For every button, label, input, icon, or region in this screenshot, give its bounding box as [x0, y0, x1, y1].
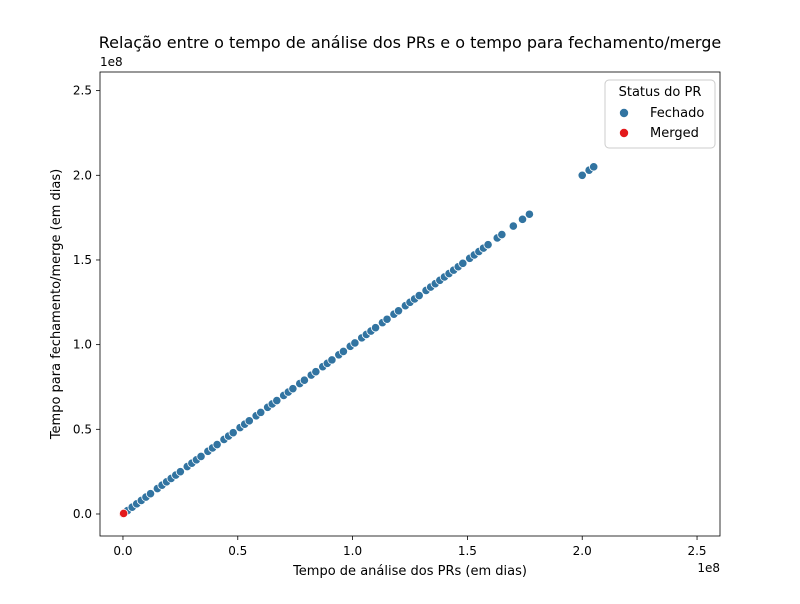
data-point-fechado	[577, 170, 587, 180]
data-point-fechado	[508, 221, 518, 231]
data-point-fechado	[483, 240, 493, 250]
data-point-fechado	[311, 367, 321, 377]
data-point-fechado	[299, 375, 309, 385]
legend-title: Status do PR	[619, 85, 702, 100]
y-tick-label: 0.0	[73, 507, 92, 521]
legend-marker-fechado	[619, 108, 629, 118]
plot-area-frame	[99, 71, 721, 537]
data-point-fechado	[175, 467, 185, 477]
data-point-fechado	[350, 338, 360, 348]
y-tick-label: 0.5	[73, 422, 92, 436]
x-tick-label: 2.5	[687, 544, 706, 558]
data-point-fechado	[196, 451, 206, 462]
legend-box	[604, 79, 716, 149]
y-tick-label: 1.5	[73, 253, 92, 267]
x-axis-label: Tempo de análise dos PRs (em dias)	[292, 564, 527, 579]
x-axis: 0.0 0.5 1.0 1.5 2.0 2.5	[113, 536, 707, 558]
y-tick-label: 2.5	[73, 84, 92, 98]
data-point-fechado	[497, 229, 507, 240]
data-point-fechado	[382, 314, 392, 324]
data-point-fechado	[393, 306, 404, 316]
data-point-fechado	[288, 384, 298, 394]
y-axis-offset-text: 1e8	[100, 55, 123, 69]
scatter-points	[118, 162, 599, 519]
data-point-fechado	[524, 209, 535, 219]
y-tick-label: 1.0	[73, 338, 92, 352]
legend-label-merged: Merged	[650, 126, 699, 141]
data-point-fechado	[272, 395, 282, 406]
legend-marker-merged	[619, 128, 629, 138]
data-point-fechado	[228, 428, 238, 438]
x-tick-label: 1.0	[343, 544, 362, 558]
data-point-fechado	[212, 439, 222, 450]
legend: Status do PR Fechado Merged	[604, 79, 716, 149]
data-point-fechado	[458, 258, 468, 268]
x-tick-label: 0.5	[228, 544, 247, 558]
data-point-fechado	[589, 162, 599, 172]
chart-title: Relação entre o tempo de análise dos PRs…	[99, 33, 721, 52]
data-point-fechado	[517, 214, 528, 224]
data-point-fechado	[327, 355, 337, 365]
data-point-fechado	[145, 489, 156, 499]
x-tick-label: 1.5	[458, 544, 477, 558]
x-tick-label: 2.0	[573, 544, 592, 558]
y-axis: 0.0 0.5 1.0 1.5 2.0 2.5	[73, 84, 100, 521]
y-axis-label: Tempo para fechamento/merge (em dias)	[49, 169, 64, 440]
data-point-merged	[119, 508, 129, 519]
data-point-fechado	[256, 407, 266, 417]
x-axis-offset-text: 1e8	[697, 561, 720, 575]
x-tick-label: 0.0	[113, 544, 132, 558]
data-point-fechado	[370, 323, 381, 333]
legend-label-fechado: Fechado	[650, 106, 704, 121]
data-point-fechado	[414, 290, 424, 301]
data-point-fechado	[244, 416, 254, 426]
data-point-fechado	[338, 346, 349, 357]
y-tick-label: 2.0	[73, 168, 92, 182]
